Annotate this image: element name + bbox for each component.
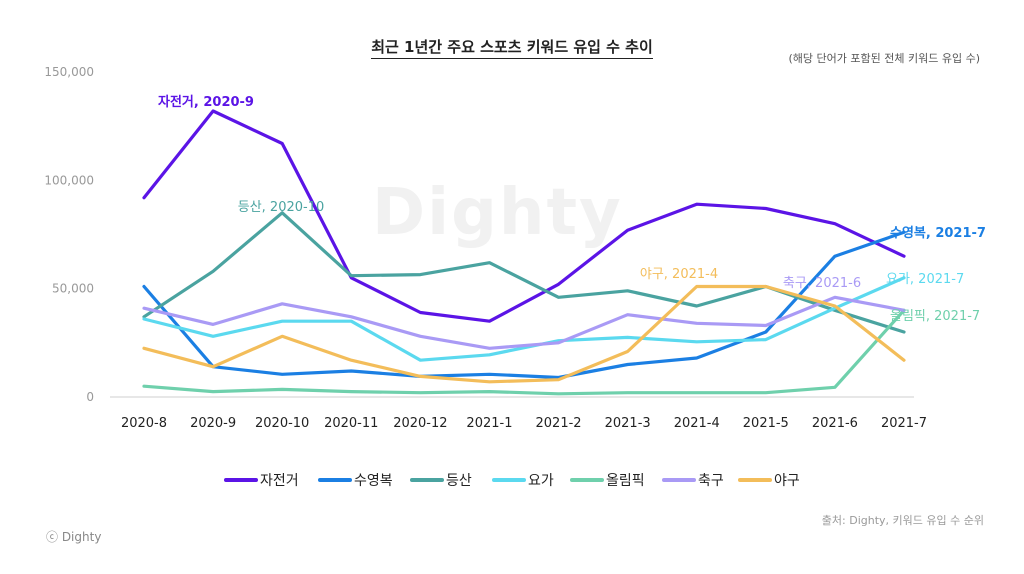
legend: 자전거 수영복 등산 요가 올림픽 축구 야구 [224, 473, 800, 489]
chart-subtitle: (해당 단어가 포함된 전체 키워드 유입 수) [788, 52, 980, 65]
watermark: Dighty [372, 176, 623, 250]
legend-label: 야구 [774, 473, 800, 489]
series-line-4 [142, 308, 906, 396]
x-tick-label: 2020-10 [255, 416, 309, 431]
x-tick-label: 2020-8 [121, 416, 167, 431]
annotation-label: 자전거, 2020-9 [158, 94, 254, 110]
series-line-6 [142, 284, 906, 384]
x-tick-label: 2021-3 [605, 416, 651, 431]
legend-label: 요가 [528, 473, 554, 489]
chart-title: 최근 1년간 주요 스포츠 키워드 유입 수 추이 [0, 36, 1024, 59]
annotation-label: 등산, 2020-10 [238, 200, 325, 215]
x-tick-label: 2020-12 [393, 416, 447, 431]
x-tick-label: 2021-5 [743, 416, 789, 431]
annotation-label: 요가, 2021-7 [886, 272, 964, 287]
y-tick-label: 150,000 [44, 65, 94, 79]
legend-label: 등산 [446, 473, 472, 489]
y-tick-label: 0 [86, 390, 94, 404]
x-tick-label: 2021-1 [466, 416, 512, 431]
legend-label: 축구 [698, 473, 724, 489]
annotation-label: 올림픽, 2021-7 [890, 309, 980, 324]
series-line-3 [142, 276, 906, 362]
series-line-5 [142, 295, 906, 350]
series-line-1 [142, 230, 906, 380]
x-tick-label: 2021-6 [812, 416, 858, 431]
annotation-label: 수영복, 2021-7 [890, 226, 986, 241]
copyright: ⓒ Dighty [46, 530, 102, 544]
series-line-0 [142, 109, 906, 323]
annotations: 자전거, 2020-9 등산, 2020-10 야구, 2021-4 축구, 2021… [158, 94, 986, 324]
source-note: 출처: Dighty, 키워드 유입 수 순위 [821, 514, 984, 527]
y-tick-label: 50,000 [52, 282, 94, 296]
annotation-label: 축구, 2021-6 [783, 276, 861, 291]
y-axis-ticks: 0 50,000 100,000 150,000 [44, 65, 94, 404]
legend-label: 자전거 [260, 473, 299, 489]
series-lines [142, 109, 906, 396]
x-axis-ticks: 2020-8 2020-9 2020-10 2020-11 2020-12 2021-1 2… [121, 416, 927, 431]
x-tick-label: 2020-11 [324, 416, 378, 431]
x-tick-label: 2020-9 [190, 416, 236, 431]
y-tick-label: 100,000 [44, 173, 94, 187]
annotation-label: 야구, 2021-4 [640, 267, 718, 282]
x-tick-label: 2021-7 [881, 416, 927, 431]
legend-label: 수영복 [354, 473, 393, 489]
legend-label: 올림픽 [606, 473, 645, 489]
x-tick-label: 2021-4 [674, 416, 720, 431]
chart-title-text: 최근 1년간 주요 스포츠 키워드 유입 수 추이 [371, 38, 653, 59]
x-tick-label: 2021-2 [536, 416, 582, 431]
